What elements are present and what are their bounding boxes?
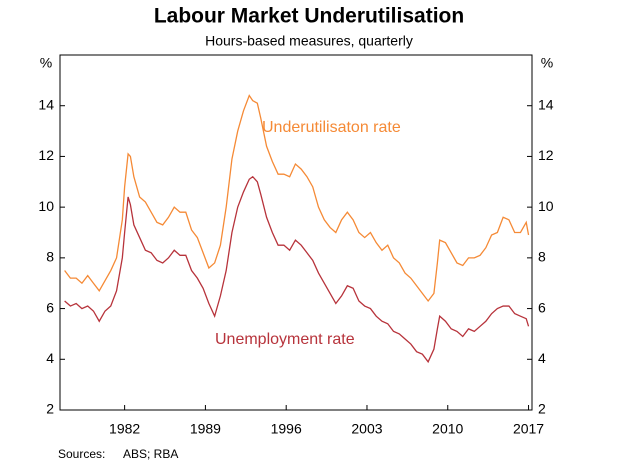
sources-label: Sources: [58,447,105,461]
series-line [64,175,530,364]
y-tick-label: 4 [46,350,54,366]
y2-unit: % [541,55,553,71]
y-tick-label: 14 [38,96,54,112]
y-tick-label: 8 [46,249,54,265]
chart-subtitle: Hours-based measures, quarterly [205,33,413,49]
y2-tick-label: 4 [538,350,546,366]
y-tick-label: 2 [46,401,54,417]
x-tick-label: 1989 [190,421,221,437]
y-tick-label: 10 [38,198,54,214]
y2-tick-label: 14 [538,96,554,112]
y-tick-label: 12 [38,147,54,163]
series-label: Unemployment rate [215,331,355,348]
y2-tick-label: 2 [538,401,546,417]
x-tick-label: 1982 [109,421,140,437]
x-tick-label: 1996 [271,421,302,437]
series-line [64,94,530,303]
y-unit: % [40,55,52,71]
x-tick-label: 2017 [513,421,544,437]
y2-tick-label: 8 [538,249,546,265]
y-tick-label: 6 [46,299,54,315]
y2-tick-label: 10 [538,198,554,214]
series-label: Underutilisaton rate [262,119,401,136]
x-tick-label: 2010 [432,421,463,437]
x-tick-label: 2003 [351,421,382,437]
plot-frame [59,54,533,411]
y2-tick-label: 12 [538,147,554,163]
chart-title: Labour Market Underutilisation [154,5,464,28]
sources: ABS; RBA [123,447,178,461]
y2-tick-label: 6 [538,299,546,315]
